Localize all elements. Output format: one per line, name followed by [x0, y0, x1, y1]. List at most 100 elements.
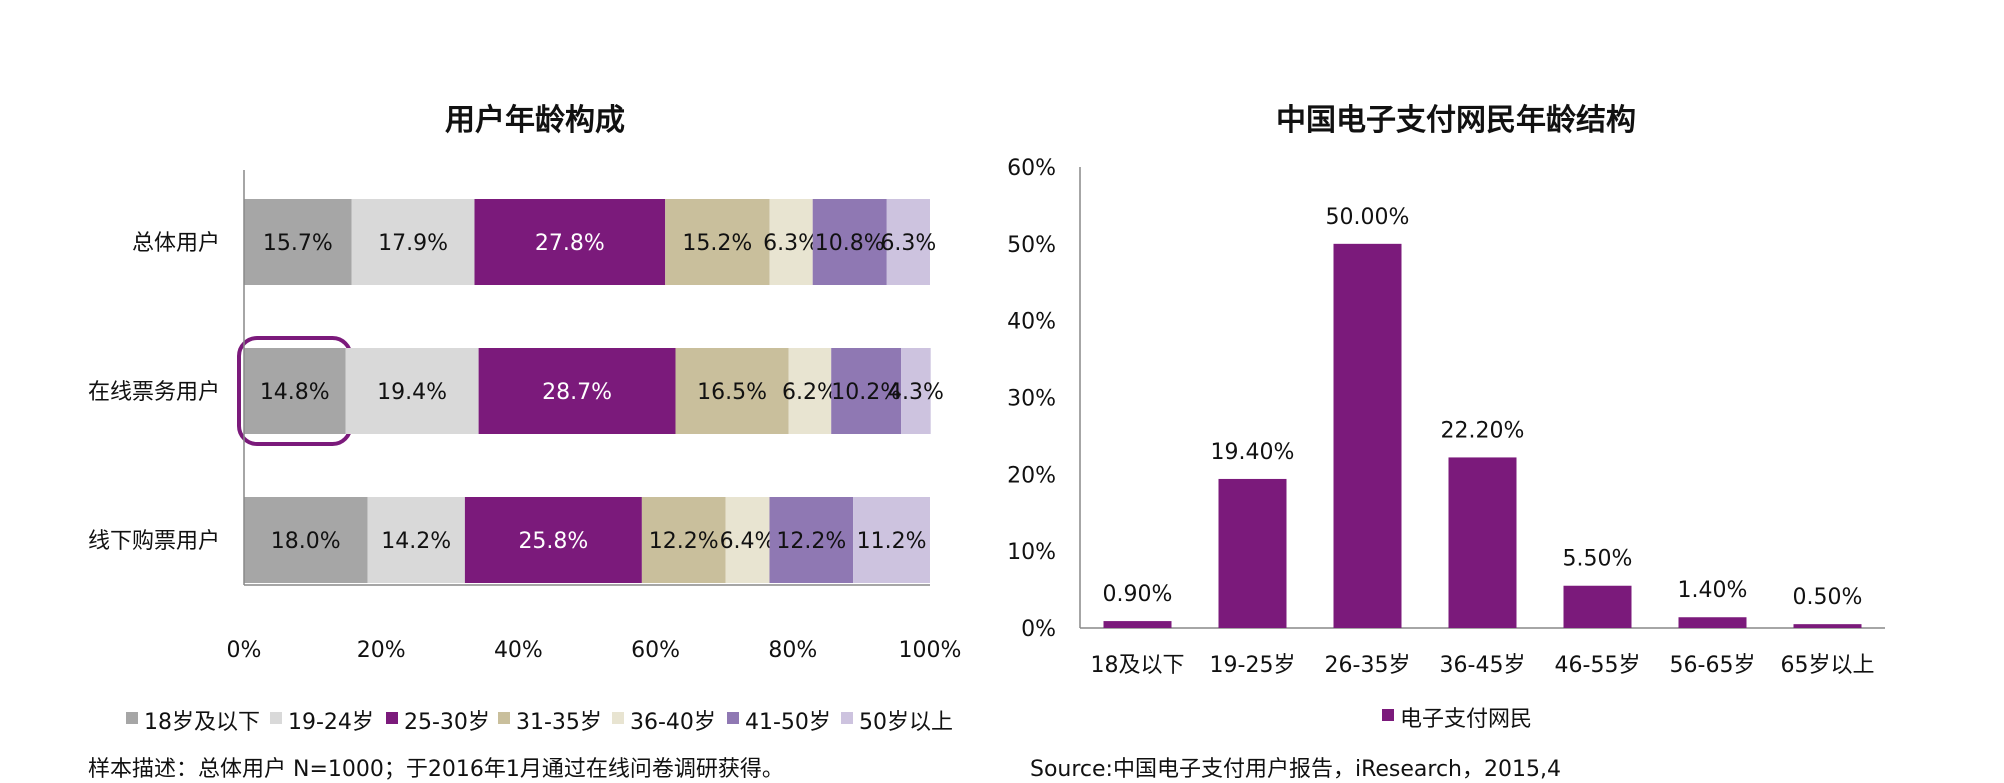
bar-segment	[244, 497, 368, 583]
left-legend: 18岁及以下 19-24岁 25-30岁 31-35岁 36-40岁 41-50岁 50岁以…	[126, 710, 953, 735]
data-label: 10.2%	[831, 380, 901, 405]
data-label: 4.3%	[888, 380, 944, 405]
data-label: 28.7%	[542, 380, 612, 405]
category-label: 65岁以上	[1781, 653, 1875, 678]
data-label: 6.3%	[880, 231, 936, 256]
category-label: 18及以下	[1091, 653, 1185, 678]
legend-swatch	[727, 712, 739, 724]
stacked-bar-chart: 用户年龄构成 15.7% 17.9% 27.8% 15.2% 6.3%10.8%6.3%…	[88, 103, 961, 782]
legend-swatch	[126, 712, 138, 724]
bar	[1448, 457, 1517, 628]
legend-swatch	[386, 712, 398, 724]
data-label: 22.20%	[1441, 418, 1525, 443]
stacked-bars: 15.7% 17.9% 27.8% 15.2% 6.3%10.8%6.3% 14.8% 19…	[237, 199, 944, 583]
x-tick-label: 20%	[357, 638, 406, 663]
category-label: 总体用户	[132, 231, 220, 256]
bar-segment	[474, 199, 666, 285]
legend-label: 25-30岁	[404, 710, 490, 735]
data-label: 17.9%	[378, 231, 448, 256]
data-label: 6.3%	[763, 231, 819, 256]
bar-segment	[351, 199, 475, 285]
bar-segment	[244, 199, 352, 285]
data-label: 12.2%	[649, 529, 719, 554]
x-tick-label: 100%	[899, 638, 962, 663]
data-label: 0.50%	[1793, 585, 1863, 610]
legend-swatch	[841, 712, 853, 724]
data-label: 27.8%	[535, 231, 605, 256]
bar	[1563, 585, 1632, 628]
y-tick-label: 60%	[1007, 156, 1056, 181]
bar-segment	[788, 348, 832, 434]
data-label: 14.8%	[260, 380, 330, 405]
left-chart-title: 用户年龄构成	[445, 103, 625, 138]
category-label: 26-35岁	[1325, 653, 1411, 678]
data-label: 6.4%	[720, 529, 776, 554]
bar-segment	[812, 199, 887, 285]
bar	[1333, 243, 1402, 629]
source-note: Source:中国电子支付用户报告，iResearch，2015,4	[1030, 757, 1561, 782]
x-tick-label: 40%	[494, 638, 543, 663]
y-tick-label: 50%	[1007, 233, 1056, 258]
category-label: 19-25岁	[1210, 653, 1296, 678]
data-label: 11.2%	[857, 529, 927, 554]
data-label: 10.8%	[815, 231, 885, 256]
data-label: 25.8%	[518, 529, 588, 554]
data-label: 19.40%	[1211, 440, 1295, 465]
right-category-labels: 18及以下 19-25岁 26-35岁 36-45岁 46-55岁 56-65岁 65岁以上	[1091, 653, 1875, 678]
bar-segment	[769, 199, 813, 285]
legend-label: 19-24岁	[288, 710, 374, 735]
data-label: 1.40%	[1678, 578, 1748, 603]
bar-segment	[345, 348, 479, 434]
y-tick-label: 10%	[1007, 540, 1056, 565]
data-label: 50.00%	[1326, 205, 1410, 230]
data-label: 19.4%	[377, 380, 447, 405]
data-label: 0.90%	[1103, 582, 1173, 607]
bar-segment	[464, 497, 642, 583]
bar-segment	[853, 497, 930, 583]
y-tick-label: 20%	[1007, 463, 1056, 488]
sample-note: 样本描述：总体用户 N=1000；于2016年1月通过在线问卷调研获得。	[88, 757, 784, 782]
left-x-tick-labels: 0% 20% 40% 60% 80% 100%	[227, 638, 962, 663]
bar-segment	[244, 348, 346, 434]
data-label: 5.50%	[1563, 547, 1633, 572]
y-tick-label: 40%	[1007, 310, 1056, 335]
bar	[1793, 624, 1862, 628]
bar-segment	[725, 497, 770, 583]
legend-swatch	[612, 712, 624, 724]
category-label: 36-45岁	[1440, 653, 1526, 678]
legend-swatch	[270, 712, 282, 724]
legend-swatch	[498, 712, 510, 724]
data-label: 15.2%	[682, 231, 752, 256]
legend-label: 电子支付网民	[1400, 707, 1532, 732]
category-label: 在线票务用户	[88, 380, 220, 405]
legend-label: 36-40岁	[630, 710, 716, 735]
x-tick-label: 80%	[768, 638, 817, 663]
y-tick-label: 0%	[1021, 617, 1056, 642]
bar-segment	[769, 497, 854, 583]
data-label: 18.0%	[271, 529, 341, 554]
right-y-tick-labels: 0% 10% 20% 30% 40% 50% 60%	[1007, 156, 1056, 642]
legend-label: 50岁以上	[859, 710, 953, 735]
legend-label: 41-50岁	[745, 710, 831, 735]
y-tick-label: 30%	[1007, 387, 1056, 412]
category-label: 线下购票用户	[88, 529, 220, 554]
legend-label: 18岁及以下	[144, 710, 260, 735]
column-chart: 中国电子支付网民年龄结构 0% 10% 20% 30% 40% 50% 60% 0.90% 1…	[1007, 103, 1885, 782]
data-label: 15.7%	[263, 231, 333, 256]
data-label: 6.2%	[782, 380, 838, 405]
x-tick-label: 60%	[631, 638, 680, 663]
data-label: 12.2%	[776, 529, 846, 554]
category-label: 56-65岁	[1670, 653, 1756, 678]
category-label: 46-55岁	[1555, 653, 1641, 678]
bar-segment	[886, 199, 930, 285]
bar-segment	[901, 348, 931, 434]
bar-segment	[665, 199, 770, 285]
bar-segment	[478, 348, 676, 434]
legend-swatch	[1382, 709, 1394, 721]
data-label: 14.2%	[381, 529, 451, 554]
right-chart-title: 中国电子支付网民年龄结构	[1276, 103, 1636, 138]
bar	[1678, 617, 1747, 628]
right-legend: 电子支付网民	[1382, 707, 1532, 732]
